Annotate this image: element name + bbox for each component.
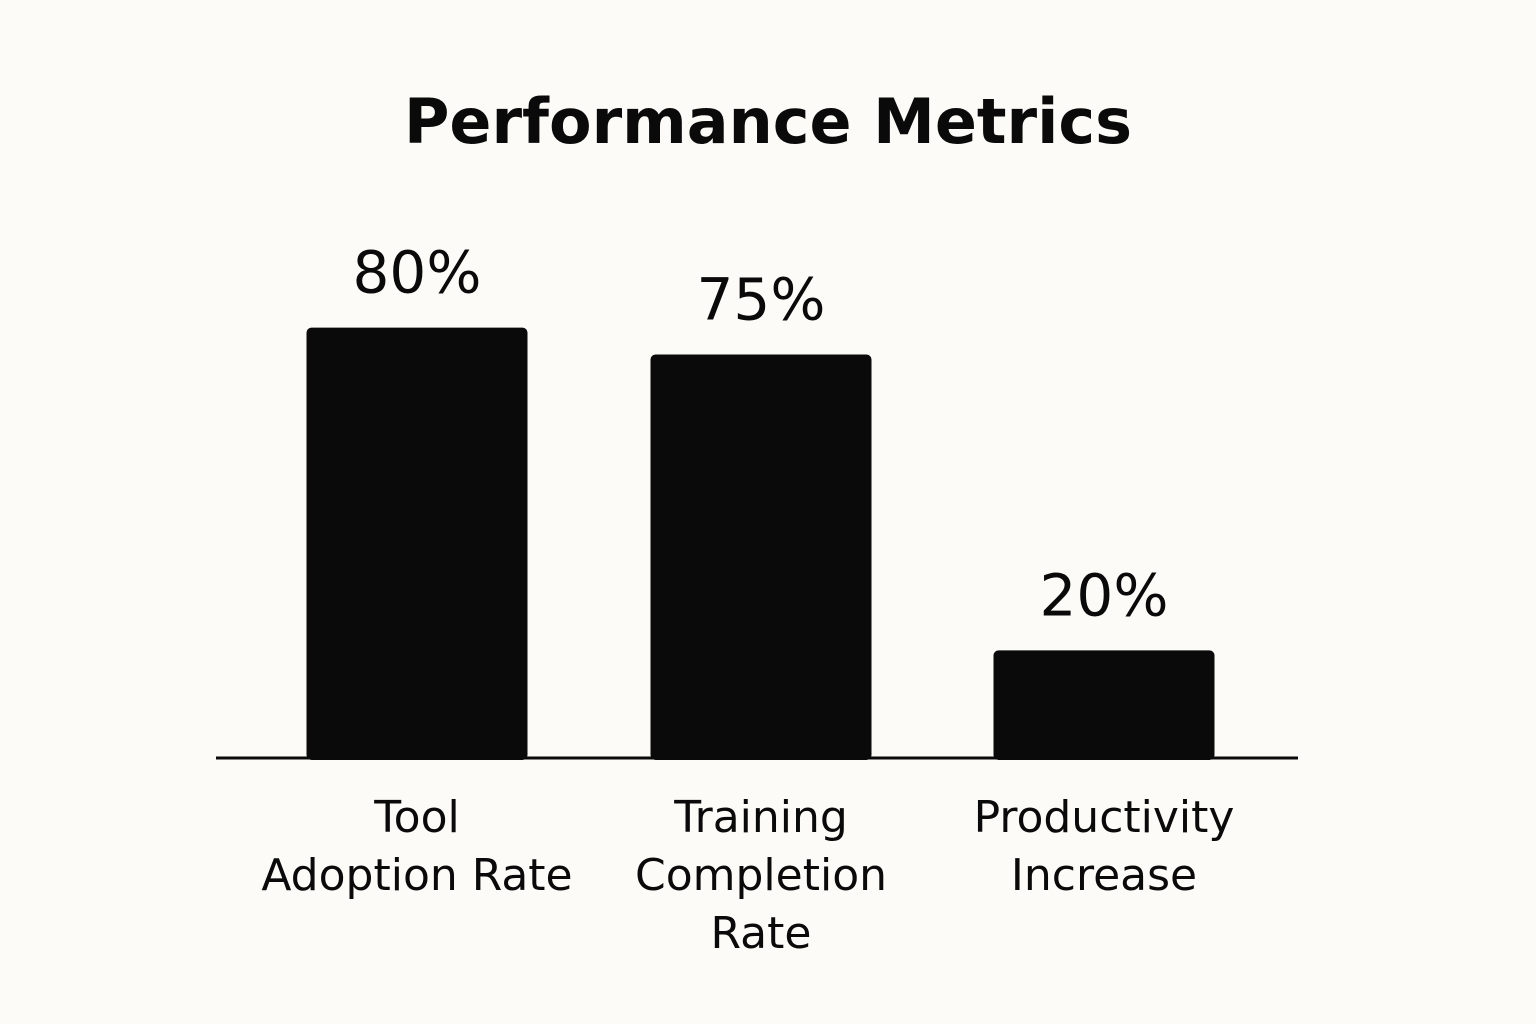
category-label-3-line-2: Increase [1011, 850, 1197, 901]
category-labels-group: Tool Adoption Rate Training Completion Rate P… [261, 792, 1234, 959]
category-label-3: Productivity Increase [974, 792, 1235, 901]
value-labels-group: 80% 75% 20% [353, 239, 1169, 630]
category-label-1-line-2: Adoption Rate [261, 850, 572, 901]
value-label-3: 20% [1040, 561, 1169, 629]
bar-3 [993, 650, 1215, 760]
value-label-1: 80% [353, 239, 482, 307]
bars-group [306, 327, 1215, 760]
chart-title: Performance Metrics [403, 85, 1133, 158]
category-label-1-line-1: Tool [373, 792, 459, 843]
category-label-3-line-1: Productivity [974, 792, 1235, 843]
category-label-2-line-1: Training [673, 792, 848, 843]
category-label-2-line-3: Rate [711, 908, 812, 959]
bar-1 [306, 327, 528, 760]
bar-2 [650, 354, 872, 760]
category-label-2-line-2: Completion [635, 850, 887, 901]
value-label-2: 75% [697, 266, 826, 334]
category-label-1: Tool Adoption Rate [261, 792, 572, 901]
category-label-2: Training Completion Rate [635, 792, 887, 959]
